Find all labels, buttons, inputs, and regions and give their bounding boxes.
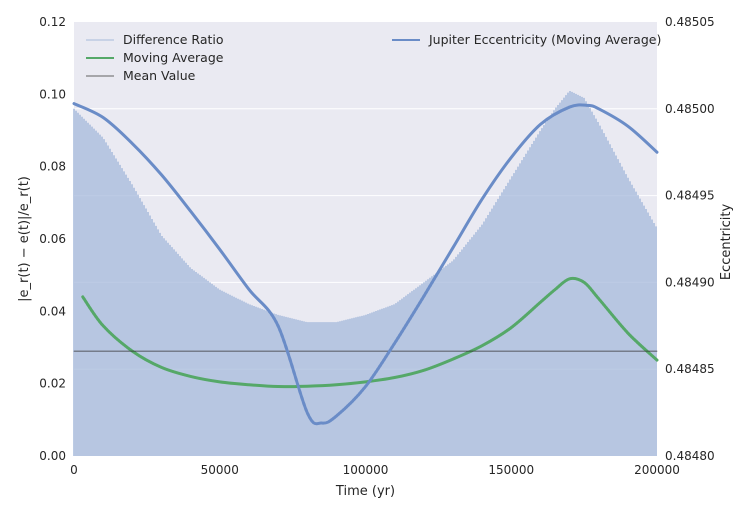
y-axis-right-label: Eccentricity	[719, 204, 734, 281]
x-tick-label: 100000	[343, 463, 389, 477]
x-axis-label: Time (yr)	[335, 484, 395, 499]
y-left-tick-label: 0.04	[39, 304, 66, 318]
x-tick-label: 200000	[634, 463, 680, 477]
y-left-tick-label: 0.08	[39, 160, 66, 174]
legend-difference-ratio-label: Difference Ratio	[123, 32, 224, 47]
x-tick-label: 0	[70, 463, 78, 477]
y-axis-left-label: |e_r(t) − e(t)|/e_r(t)	[17, 176, 32, 302]
jupiter-eccentricity-moving-average-line	[72, 102, 659, 426]
y-right-tick-label: 0.48490	[665, 275, 715, 289]
left-axis-ticks: 0.00 0.02 0.04 0.06 0.08 0.10 0.12	[39, 15, 66, 463]
y-left-tick-label: 0.00	[39, 449, 66, 463]
y-right-tick-label: 0.48505	[665, 15, 715, 29]
legend-mean-value-label: Mean Value	[123, 68, 196, 83]
y-right-tick-label: 0.48485	[665, 362, 715, 376]
legend-moving-average-label: Moving Average	[123, 50, 224, 65]
legend-right: Jupiter Eccentricity (Moving Average)	[392, 32, 661, 47]
moving-average-line	[81, 276, 659, 389]
x-tick-label: 50000	[201, 463, 239, 477]
y-right-tick-label: 0.48480	[665, 449, 715, 463]
x-tick-label: 150000	[488, 463, 534, 477]
right-axis-ticks: 0.48480 0.48485 0.48490 0.48495 0.48500 0.485…	[665, 15, 715, 463]
legend-left: Difference Ratio Moving Average Mean Val…	[86, 32, 224, 83]
y-left-tick-label: 0.06	[39, 232, 66, 246]
y-right-tick-label: 0.48495	[665, 189, 715, 203]
x-axis-ticks: 0 50000 100000 150000 200000	[70, 463, 680, 477]
y-left-tick-label: 0.12	[39, 15, 66, 29]
y-left-tick-label: 0.10	[39, 87, 66, 101]
difference-ratio-series	[73, 90, 657, 456]
series-lines	[72, 102, 659, 426]
legend-jupiter-eccentricity-label: Jupiter Eccentricity (Moving Average)	[428, 32, 661, 47]
y-left-tick-label: 0.02	[39, 377, 66, 391]
y-right-tick-label: 0.48500	[665, 102, 715, 116]
